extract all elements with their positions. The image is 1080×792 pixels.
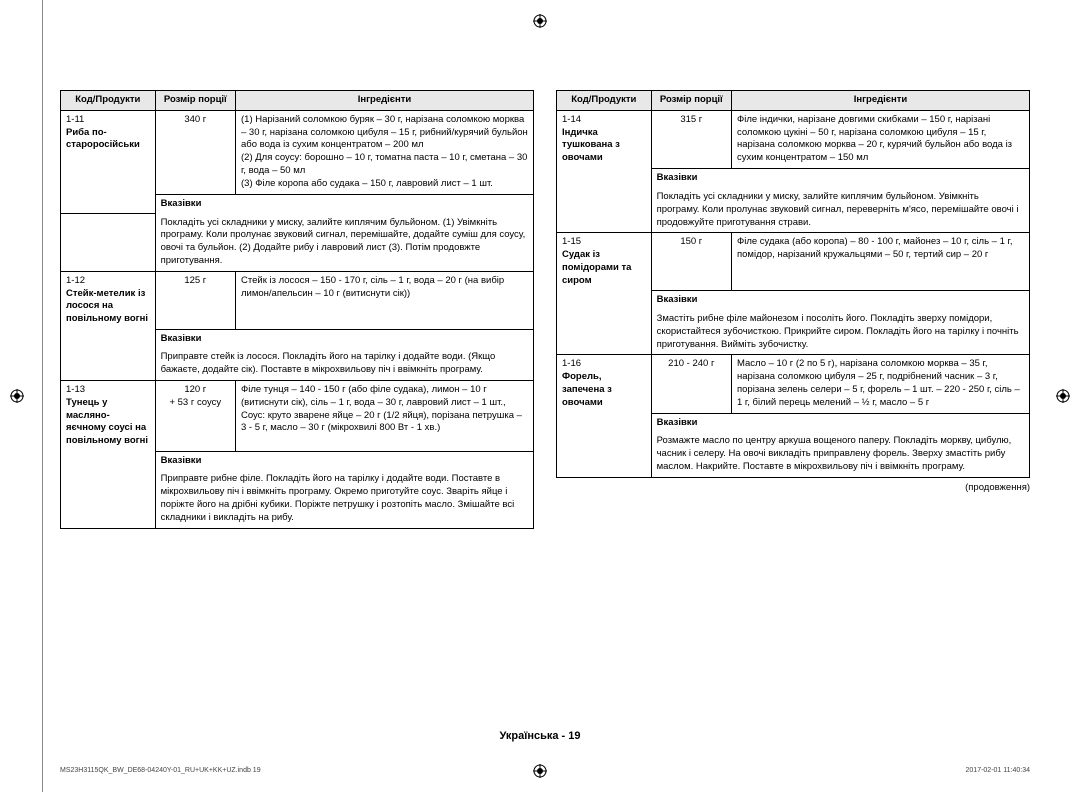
left-column: Код/Продукти Розмір порції Інгредієнти 1… [60, 90, 534, 529]
code-text: 1-16 [562, 358, 581, 369]
cell-ing: Філе судака (або коропа) – 80 - 100 г, м… [732, 233, 1030, 291]
cell-spacer [61, 348, 156, 380]
instr-text: Приправте стейк із лосося. Покладіть йог… [155, 348, 533, 380]
cell-spacer [557, 291, 652, 310]
instr-text: Розмажте масло по центру аркуша вощеного… [651, 432, 1029, 477]
code-text: 1-12 [66, 275, 85, 286]
header-code: Код/Продукти [61, 91, 156, 111]
header-code: Код/Продукти [557, 91, 652, 111]
cell-spacer [557, 310, 652, 355]
name-text: Стейк-метелик із лосося на повільному во… [66, 288, 148, 325]
cell-ing: Філе індички, нарізане довгими скибками … [732, 110, 1030, 168]
code-text: 1-11 [66, 114, 84, 125]
instr-text: Покладіть усі складники у миску, залийте… [651, 188, 1029, 233]
cell-spacer [61, 214, 156, 272]
name-text: Тунець у масляно-яєчному соусі на повіль… [66, 397, 148, 446]
instr-header: Вказівки [651, 169, 1029, 188]
cell-spacer [557, 169, 652, 188]
cell-spacer [61, 329, 156, 348]
continued-note: (продовження) [556, 482, 1030, 493]
cell-code: 1-14 Індичка тушкована з овочами [557, 110, 652, 168]
cell-size: 125 г [155, 271, 235, 329]
cell-code: 1-12 Стейк-метелик із лосося на повільно… [61, 271, 156, 329]
code-text: 1-15 [562, 236, 581, 247]
cell-size: 340 г [155, 110, 235, 194]
name-text: Індичка тушкована з овочами [562, 127, 620, 164]
page-footer-timestamp: 2017-02-01 11:40:34 [966, 767, 1030, 774]
code-text: 1-13 [66, 384, 85, 395]
cell-ing: Стейк із лосося – 150 - 170 г, сіль – 1 … [236, 271, 534, 329]
instr-header: Вказівки [155, 329, 533, 348]
instr-header: Вказівки [651, 413, 1029, 432]
right-column: Код/Продукти Розмір порції Інгредієнти 1… [556, 90, 1030, 529]
instr-header: Вказівки [651, 291, 1029, 310]
cell-spacer [557, 413, 652, 432]
header-ing: Інгредієнти [236, 91, 534, 111]
recipe-table-right: Код/Продукти Розмір порції Інгредієнти 1… [556, 90, 1030, 478]
name-text: Риба по-староросійськи [66, 127, 140, 151]
header-size: Розмір порції [651, 91, 731, 111]
cell-size: 120 г + 53 г соусу [155, 380, 235, 451]
cell-size: 315 г [651, 110, 731, 168]
header-ing: Інгредієнти [732, 91, 1030, 111]
cell-ing: Філе тунця – 140 - 150 г (або філе судак… [236, 380, 534, 451]
instr-header: Вказівки [155, 194, 533, 213]
cell-spacer [61, 451, 156, 470]
page-footer-filename: MS23H3115QK_BW_DE68-04240Y-01_RU+UK+KK+U… [60, 767, 261, 774]
cell-size: 150 г [651, 233, 731, 291]
cell-size: 210 - 240 г [651, 355, 731, 413]
cell-ing: Масло – 10 г (2 по 5 г), нарізана соломк… [732, 355, 1030, 413]
cell-code: 1-15 Судак із помідорами та сиром [557, 233, 652, 291]
cell-code: 1-16 Форель, запечена з овочами [557, 355, 652, 413]
instr-text: Покладіть усі складники у миску, залийте… [155, 214, 533, 272]
name-text: Судак із помідорами та сиром [562, 249, 631, 286]
cell-spacer [61, 194, 156, 213]
cell-spacer [557, 188, 652, 233]
cell-code: 1-11 Риба по-староросійськи [61, 110, 156, 194]
name-text: Форель, запечена з овочами [562, 371, 612, 408]
code-text: 1-14 [562, 114, 581, 125]
instr-text: Змастіть рибне філе майонезом і посоліть… [651, 310, 1029, 355]
cell-spacer [61, 470, 156, 528]
instr-text: Приправте рибне філе. Покладіть його на … [155, 470, 533, 528]
cell-code: 1-13 Тунець у масляно-яєчному соусі на п… [61, 380, 156, 451]
header-size: Розмір порції [155, 91, 235, 111]
instr-header: Вказівки [155, 451, 533, 470]
recipe-table-left: Код/Продукти Розмір порції Інгредієнти 1… [60, 90, 534, 529]
cell-ing: (1) Нарізаний соломкою буряк – 30 г, нар… [236, 110, 534, 194]
cell-spacer [557, 432, 652, 477]
page-footer-center: Українська - 19 [0, 730, 1080, 742]
